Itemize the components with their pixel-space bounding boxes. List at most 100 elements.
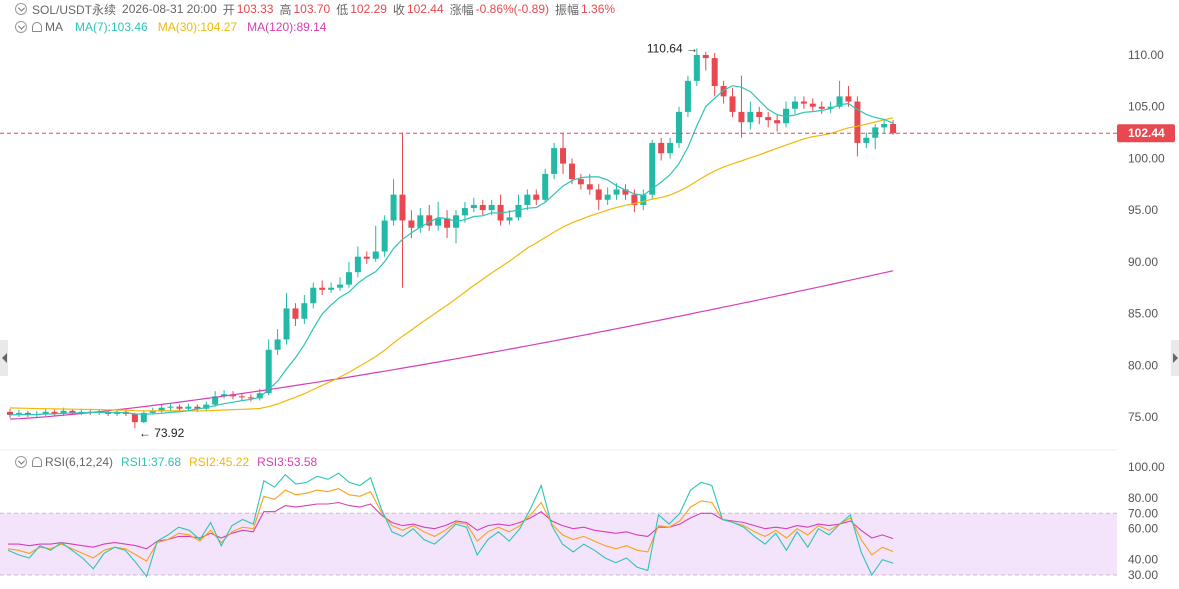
candle-body [809, 103, 816, 107]
low-annotation: ← 73.92 [139, 426, 185, 440]
price-axis-label: 80.00 [1128, 358, 1158, 372]
high-annotation: 110.64 → [647, 41, 698, 55]
candle [399, 132, 406, 288]
alert-bell-icon[interactable] [32, 457, 42, 467]
candle [631, 189, 638, 213]
candle [470, 197, 477, 213]
alert-bell-icon[interactable] [32, 22, 42, 32]
rsi3-value: RSI3:53.58 [257, 455, 318, 469]
collapse-chevron-icon[interactable] [15, 456, 27, 468]
candle [720, 80, 727, 104]
candle [765, 111, 772, 128]
candle [515, 194, 522, 221]
candle [381, 215, 388, 257]
candle-body [301, 303, 308, 319]
last-price-tag: 102.44 [1117, 124, 1175, 143]
collapse-chevron-icon[interactable] [15, 3, 27, 15]
candle-body [238, 396, 245, 398]
price-axis-label: 100.00 [1128, 151, 1165, 165]
candle-body [274, 339, 281, 350]
candle-body [827, 106, 834, 109]
candle-body [345, 272, 352, 285]
candle-body [818, 106, 825, 109]
candle-body [774, 120, 781, 124]
candle [372, 225, 379, 262]
candle [479, 199, 486, 216]
candle-body [640, 194, 647, 205]
candle [7, 408, 13, 419]
candle [863, 132, 870, 149]
candle [827, 101, 834, 113]
ma30-value: MA(30):104.27 [157, 20, 238, 34]
candle-body [363, 256, 370, 259]
candle [354, 246, 361, 278]
candle-body [756, 111, 763, 118]
candle-body [372, 251, 379, 259]
rsi-lines-group [7, 472, 894, 578]
collapse-chevron-icon[interactable] [15, 21, 27, 33]
candle-body [711, 58, 718, 87]
candle [577, 173, 584, 190]
candle-body [390, 194, 397, 221]
candle [684, 75, 691, 118]
candle-body [577, 179, 584, 185]
candle [738, 75, 745, 138]
rsi-overbought-oversold-band [0, 513, 1117, 575]
candle [551, 142, 558, 180]
candle-body [658, 142, 665, 154]
candle [265, 339, 272, 396]
candle-body [167, 406, 174, 408]
candle-body [890, 123, 897, 134]
rsi2-value: RSI2:45.22 [189, 455, 250, 469]
candle-body [140, 412, 147, 423]
price-axis[interactable]: 110.00 105.00 100.00 95.00 90.00 85.00 80.00 75… [1128, 48, 1165, 424]
candle [337, 277, 344, 291]
candle-body [622, 189, 629, 195]
ticker-info-bar: SOL/USDT永续 2026-08-31 20:00 开 103.33 高 1… [0, 0, 615, 18]
candle-body [702, 55, 709, 59]
candle [640, 189, 647, 211]
candle-datetime: 2026-08-31 20:00 [122, 2, 217, 16]
ma-indicator-label[interactable]: MA [45, 20, 63, 34]
candle-body [613, 189, 620, 195]
close-label: 收 [392, 2, 405, 17]
price-axis-label: 75.00 [1128, 410, 1158, 424]
candle-body [292, 308, 299, 319]
candle [15, 409, 22, 417]
candle [676, 106, 682, 149]
ma120-line [9, 270, 894, 420]
candle-body [354, 256, 361, 273]
price-axis-label: 105.00 [1128, 100, 1165, 114]
candle-body [337, 284, 344, 288]
candles-group [7, 48, 897, 429]
candle-body [836, 96, 843, 107]
ma7-line [9, 85, 894, 416]
candle [345, 261, 352, 288]
candle [533, 189, 540, 205]
candle-body [417, 215, 424, 228]
candle-body [542, 173, 549, 200]
candle [292, 303, 299, 326]
rsi-indicator-label[interactable]: RSI(6,12,24) [45, 455, 114, 469]
candle [506, 210, 513, 225]
arrow-right-icon [1172, 353, 1178, 363]
candle [453, 210, 459, 244]
candle-body [595, 189, 602, 200]
candle-body [568, 163, 575, 180]
candle [667, 137, 674, 159]
candle-body [69, 410, 76, 413]
scroll-left-button[interactable] [0, 340, 8, 376]
candle [274, 329, 281, 355]
candle-body [185, 406, 192, 409]
candle-body [604, 194, 611, 200]
scroll-right-button[interactable] [1171, 340, 1179, 376]
candle-body [194, 406, 201, 409]
candle [711, 52, 718, 97]
ma120-value: MA(120):89.14 [247, 20, 327, 34]
candle-body [506, 217, 513, 221]
candle-body [800, 101, 807, 104]
candle-body [15, 412, 22, 414]
candle-body [283, 308, 290, 340]
